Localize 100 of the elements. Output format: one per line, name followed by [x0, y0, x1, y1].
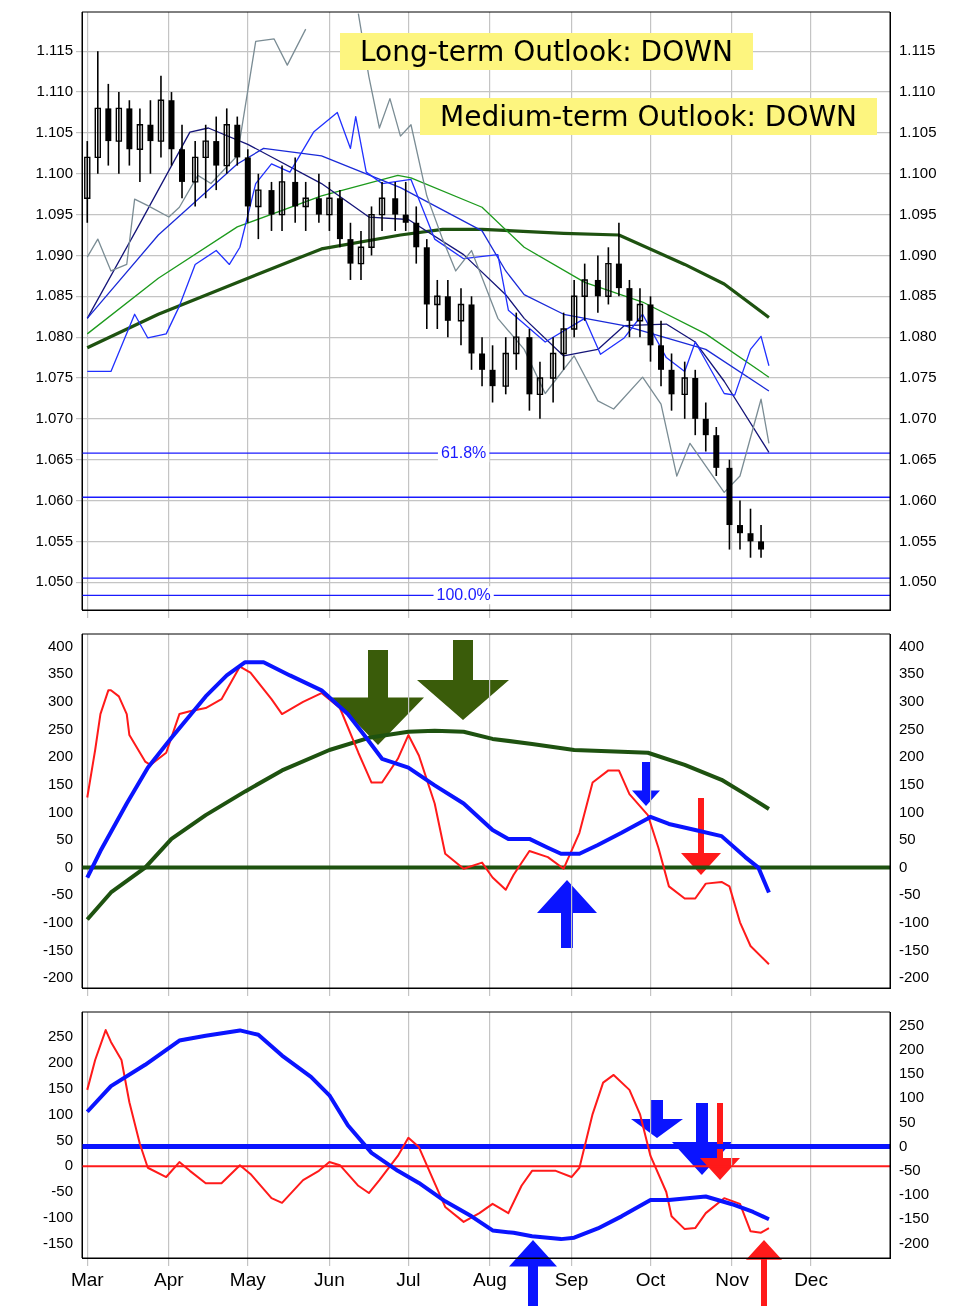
y-tick-label: -50 — [51, 1182, 73, 1200]
annotation: Medium-term Outlook: DOWN — [420, 98, 878, 135]
y-tick-label: -150 — [42, 940, 73, 958]
x-tick-label: Oct — [635, 1268, 666, 1290]
y-tick-label: 1.060 — [35, 490, 73, 508]
candlestick — [702, 401, 709, 453]
y-tick-label: 250 — [47, 1027, 73, 1045]
candlestick — [570, 279, 578, 338]
y2-tick-label: 1.080 — [899, 327, 937, 345]
x-tick-label: Mar — [70, 1268, 105, 1290]
candlestick — [326, 181, 333, 232]
y2-tick-label: 150 — [899, 774, 925, 792]
y2-tick-label: 0 — [899, 1136, 908, 1154]
y2-tick-label: 1.050 — [899, 572, 937, 590]
y2-tick-label: 1.075 — [899, 368, 937, 386]
candlestick — [581, 262, 588, 322]
y2-tick-label: 50 — [899, 1112, 916, 1130]
candlestick — [392, 181, 399, 232]
y-tick-label: -100 — [42, 1207, 73, 1225]
y-tick-label: 1.080 — [35, 327, 73, 345]
y-tick-label: 1.055 — [35, 531, 73, 549]
y-tick-label: 250 — [47, 719, 73, 737]
candlestick — [302, 181, 309, 232]
y2-tick-label: 150 — [899, 1064, 925, 1082]
y2-tick-label: 100 — [899, 1088, 925, 1106]
candlestick — [758, 524, 765, 559]
y2-tick-label: 1.095 — [899, 204, 937, 222]
candlestick — [636, 287, 644, 338]
y2-tick-label: 250 — [899, 719, 925, 737]
y2-tick-label: 350 — [899, 664, 925, 682]
y-tick-label: -200 — [42, 968, 73, 986]
candlestick — [605, 246, 612, 306]
y-tick-label: 300 — [47, 692, 73, 710]
candlestick — [84, 140, 91, 224]
y-tick-label: 150 — [47, 1078, 73, 1096]
y2-tick-label: 200 — [899, 747, 925, 765]
y-tick-label: 1.070 — [35, 408, 73, 426]
y-tick-label: 150 — [47, 774, 73, 792]
annotation: 100.0% — [436, 585, 491, 603]
candlestick — [536, 360, 544, 420]
candlestick — [191, 140, 199, 208]
y-tick-label: 0 — [64, 857, 73, 875]
y-tick-label: 1.115 — [36, 41, 73, 59]
y-tick-label: 50 — [56, 830, 73, 848]
candlestick — [278, 164, 286, 232]
annotation: 61.8% — [440, 443, 487, 461]
candlestick — [94, 50, 101, 175]
candlestick — [378, 181, 386, 232]
x-tick-label: Aug — [473, 1268, 507, 1290]
y-tick-label: -50 — [51, 885, 73, 903]
candlestick — [136, 107, 144, 183]
candlestick — [147, 99, 154, 175]
candlestick — [549, 336, 557, 404]
y2-tick-label: -50 — [899, 885, 921, 903]
y-tick-label: -100 — [42, 912, 73, 930]
y-tick-label: 200 — [47, 747, 73, 765]
y2-tick-label: -100 — [899, 1185, 930, 1203]
x-tick-label: May — [229, 1268, 267, 1290]
x-tick-label: Nov — [715, 1268, 750, 1290]
y-tick-label: -150 — [42, 1233, 73, 1251]
candlestick — [115, 91, 123, 175]
candlestick — [502, 336, 509, 396]
y-tick-label: 1.085 — [35, 286, 73, 304]
y-tick-label: 1.100 — [35, 163, 73, 181]
x-tick-label: Jun — [314, 1268, 345, 1290]
y2-tick-label: 100 — [899, 802, 925, 820]
y2-tick-label: 1.065 — [899, 449, 937, 467]
candlestick — [489, 344, 496, 404]
candlestick — [368, 205, 375, 257]
y-tick-label: 1.050 — [35, 572, 73, 590]
y2-tick-label: -100 — [899, 912, 930, 930]
y2-tick-label: -200 — [899, 968, 930, 986]
y2-tick-label: 1.070 — [899, 408, 937, 426]
candlestick — [402, 181, 409, 232]
candlestick — [223, 107, 230, 175]
y-tick-label: 400 — [47, 636, 73, 654]
y-tick-label: 1.095 — [35, 204, 73, 222]
y2-tick-label: 1.090 — [899, 245, 937, 263]
y2-tick-label: -150 — [899, 940, 930, 958]
y-tick-label: 350 — [47, 664, 73, 682]
candlestick — [513, 311, 520, 371]
candlestick — [736, 499, 743, 551]
candlestick — [315, 172, 322, 224]
y-tick-label: 1.075 — [35, 368, 73, 386]
candlestick — [594, 254, 601, 314]
y-tick-label: 1.110 — [36, 82, 73, 100]
y2-tick-label: 1.085 — [899, 286, 937, 304]
y2-tick-label: 1.055 — [899, 531, 937, 549]
y2-tick-label: 250 — [899, 1015, 925, 1033]
y2-tick-label: 200 — [899, 1039, 925, 1057]
y2-tick-label: 1.105 — [899, 123, 937, 141]
y2-tick-label: 300 — [899, 692, 925, 710]
candlestick — [560, 311, 567, 371]
y-tick-label: 50 — [56, 1130, 73, 1148]
y2-tick-label: -50 — [899, 1160, 921, 1178]
y-tick-label: 1.090 — [35, 245, 73, 263]
y2-tick-label: 1.060 — [899, 490, 937, 508]
y-tick-label: 1.065 — [35, 449, 73, 467]
candlestick — [255, 172, 262, 240]
y-tick-label: 1.105 — [35, 123, 73, 141]
